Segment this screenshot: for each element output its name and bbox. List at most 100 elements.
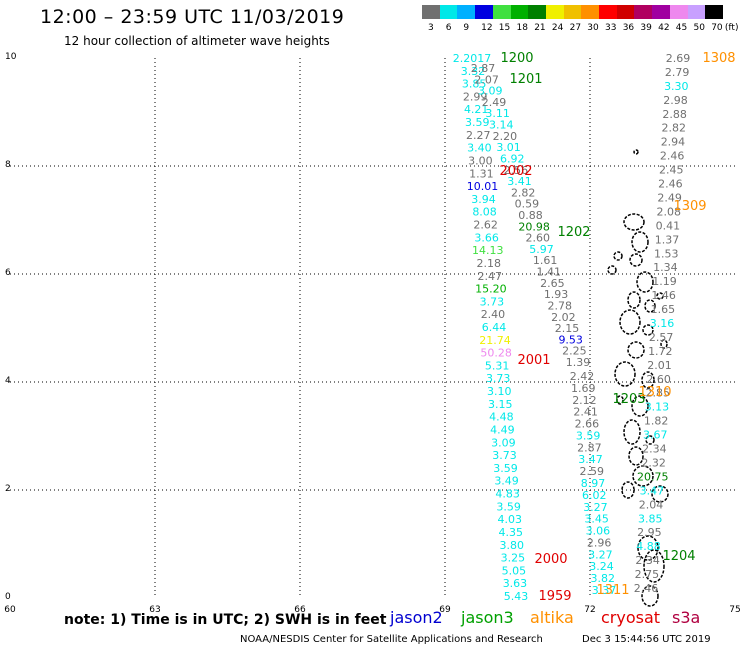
track-value: 1.41 (537, 266, 562, 279)
x-tick-label: 60 (4, 605, 16, 615)
track-value: 2.94 (661, 136, 686, 149)
track-value: 50.28 (480, 347, 512, 360)
track-value: 3.00 (468, 154, 493, 167)
track-value: 3.73 (492, 449, 517, 462)
track-value: 0.88 (518, 209, 543, 222)
track-value: 3.27 (583, 501, 608, 514)
track-value: 3.66 (474, 231, 499, 244)
time-label: 1309 (673, 199, 706, 214)
track-value: 2.20 (493, 130, 518, 143)
track-value: 8.97 (581, 477, 606, 490)
satellite-jason3: jason3 (461, 608, 514, 627)
track-value: 2.15 (555, 322, 580, 335)
time-label: 1202 (557, 225, 590, 240)
track-value: 2.78 (547, 299, 572, 312)
track-value: 3.40 (467, 142, 492, 155)
legend-swatch (475, 5, 494, 19)
track-value: 2.75 (635, 568, 660, 581)
track-value: 9.53 (558, 333, 583, 346)
satellite-cryosat: cryosat (601, 608, 661, 627)
time-label: 1311 (596, 583, 629, 598)
track-value: 3.63 (503, 577, 528, 590)
track-value: 3.24 (589, 560, 614, 573)
track-value: 3.13 (645, 401, 670, 414)
track-value: 1.61 (533, 254, 558, 267)
legend-swatch (634, 5, 653, 19)
track-value: 1.46 (651, 289, 676, 302)
track-value: 3.73 (480, 295, 505, 308)
island-outline (636, 271, 654, 293)
track-value: 2.25 (562, 345, 587, 358)
track-value: 5.31 (485, 359, 510, 372)
track-value: 3.09 (478, 85, 503, 98)
track-value: 2.99 (463, 90, 488, 103)
track-value: 1.82 (644, 415, 669, 428)
track-value: 1.53 (654, 247, 679, 260)
track-value: 2.34 (642, 443, 667, 456)
track-value: 2.46 (634, 582, 659, 595)
track-value: 2.18 (477, 257, 502, 270)
track-value: 4.83 (495, 488, 520, 501)
track-value: 0.59 (515, 198, 540, 211)
track-value: 3.30 (664, 80, 689, 93)
legend-label: 24 (551, 23, 564, 33)
time-label: 2002 (499, 164, 532, 179)
satellite-altika: altika (530, 608, 574, 627)
track-value: 2.85 (646, 387, 671, 400)
track-value: 1.93 (544, 288, 569, 301)
track-value: 3.47 (578, 453, 603, 466)
island-outline (660, 339, 668, 349)
island-outline (643, 549, 665, 583)
track-value: 14.13 (472, 244, 504, 257)
legend-label: 9 (463, 23, 470, 33)
track-value: 3.16 (650, 317, 675, 330)
time-label: 2001 (517, 353, 550, 368)
legend-label: 21 (534, 23, 546, 33)
island-outline (632, 465, 654, 487)
track-value: 3.94 (471, 193, 496, 206)
island-outline (644, 299, 656, 313)
track-value: 20.75 (637, 470, 669, 483)
track-value: 1.37 (655, 233, 680, 246)
time-label: 2000 (534, 552, 567, 567)
legend-label: 6 (445, 23, 452, 33)
legend-label: 42 (658, 23, 670, 33)
island-outline (627, 341, 645, 359)
track-value: 2.69 (666, 52, 691, 65)
legend-swatch (510, 5, 529, 19)
track-value: 2.46 (658, 178, 683, 191)
track-value: 3.15 (488, 398, 513, 411)
track-value: 3.73 (486, 372, 511, 385)
track-value: 21.74 (479, 334, 511, 347)
track-value: 5.05 (502, 564, 527, 577)
legend-label: 45 (675, 23, 688, 33)
track-value: 2.79 (665, 66, 690, 79)
legend-label: 12 (481, 23, 493, 33)
island-outline (613, 251, 623, 261)
legend-swatch (457, 5, 476, 19)
track-value: 1.19 (652, 275, 677, 288)
track-value: 20.98 (518, 220, 550, 233)
track-value: 2.04 (639, 498, 664, 511)
track-value: 1.34 (653, 261, 678, 274)
track-value: 2.40 (481, 308, 506, 321)
legend-label: 27 (569, 23, 582, 33)
track-value: 2.88 (662, 108, 687, 121)
track-value: 4.48 (489, 411, 514, 424)
legend-swatch (439, 5, 458, 19)
track-value: 2.65 (540, 277, 565, 290)
legend-swatch (669, 5, 688, 19)
island-outline (631, 395, 649, 417)
legend-label: 70 (711, 23, 723, 33)
track-value: 2.02 (551, 311, 576, 324)
island-outline (627, 291, 641, 309)
generated-timestamp: Dec 3 15:44:56 UTC 2019 (582, 634, 711, 645)
time-label: 1204 (662, 549, 695, 564)
island-outline (623, 213, 645, 231)
legend-label: 18 (516, 23, 528, 33)
legend-swatch (705, 5, 724, 19)
island-outline (645, 435, 655, 445)
track-value: 2.41 (573, 406, 598, 419)
